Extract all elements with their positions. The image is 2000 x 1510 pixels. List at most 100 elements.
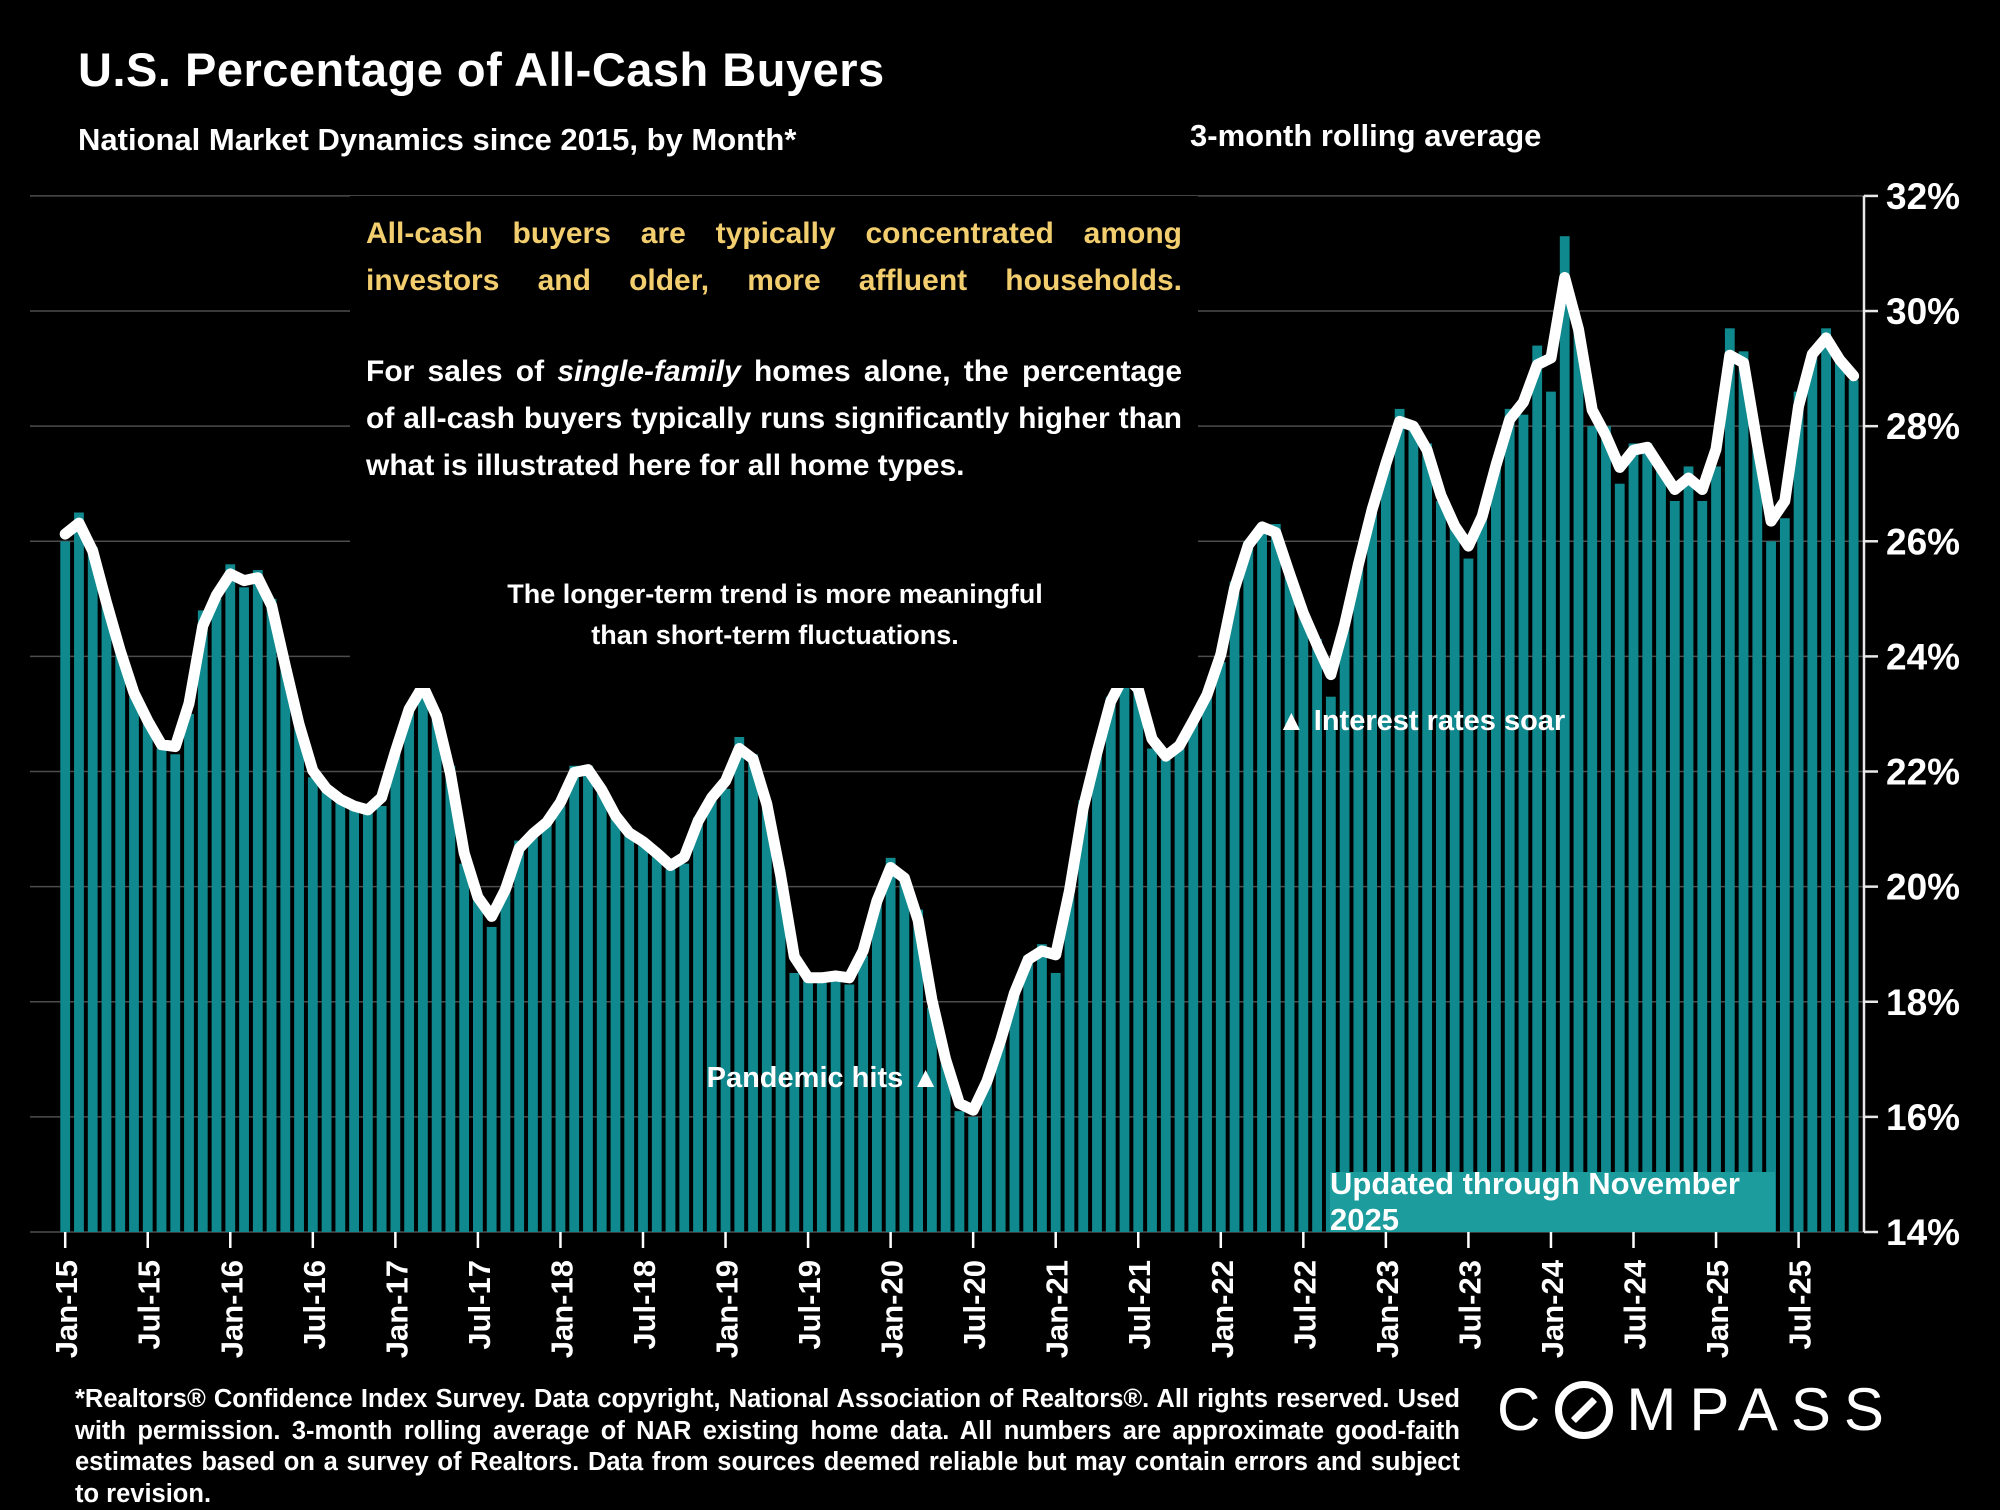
highlight-paragraph: All-cash buyers are typically concentrat… <box>366 217 1182 297</box>
bar-month-98 <box>1408 426 1419 1232</box>
bar-month-13 <box>239 587 249 1232</box>
bar-month-46 <box>693 817 703 1232</box>
bar-month-2 <box>87 547 98 1232</box>
bar-month-100 <box>1436 500 1446 1232</box>
bar-month-77 <box>1119 667 1130 1232</box>
x-tick-label-Jan-15: Jan-15 <box>49 1260 84 1358</box>
bar-month-28 <box>445 765 456 1232</box>
bar-month-37 <box>569 765 580 1232</box>
bar-month-92 <box>1325 696 1336 1232</box>
bar-month-87 <box>1257 524 1267 1232</box>
bar-month-3 <box>101 604 112 1232</box>
x-tick-label-Jul-20: Jul-20 <box>957 1260 992 1350</box>
bar-month-78 <box>1133 679 1144 1232</box>
bar-month-38 <box>583 765 593 1232</box>
y-tick-label: 16% <box>1886 1097 1960 1138</box>
bar-month-58 <box>858 955 869 1232</box>
bar-month-71 <box>1037 944 1047 1232</box>
bar-month-95 <box>1367 506 1378 1232</box>
bar-month-88 <box>1270 524 1281 1232</box>
x-tick-label-Jul-17: Jul-17 <box>462 1260 497 1350</box>
updated-through-badge: Updated through November 2025 <box>1330 1166 1775 1237</box>
page-subtitle: National Market Dynamics since 2015, by … <box>78 122 797 157</box>
bar-month-76 <box>1105 696 1116 1232</box>
bar-month-19 <box>321 788 332 1232</box>
bar-month-119 <box>1697 500 1708 1232</box>
y-tick-label: 20% <box>1886 867 1960 908</box>
bar-month-5 <box>129 696 139 1232</box>
bar-month-48 <box>720 788 731 1232</box>
y-tick-label: 28% <box>1886 406 1960 447</box>
bar-month-4 <box>115 650 126 1232</box>
bar-month-89 <box>1284 575 1295 1232</box>
bar-month-113 <box>1614 483 1625 1233</box>
bar-month-63 <box>926 1007 937 1232</box>
bar-month-118 <box>1683 466 1694 1232</box>
y-tick-label: 26% <box>1886 521 1960 562</box>
bar-month-72 <box>1050 972 1061 1232</box>
x-tick-label-Jul-16: Jul-16 <box>297 1260 332 1350</box>
bar-month-110 <box>1573 328 1584 1233</box>
bar-month-56 <box>830 972 841 1232</box>
bar-month-79 <box>1147 748 1157 1232</box>
bar-month-59 <box>871 898 882 1232</box>
x-tick-label-Jan-19: Jan-19 <box>710 1260 745 1358</box>
bar-month-93 <box>1339 621 1350 1232</box>
bar-month-70 <box>1023 955 1034 1232</box>
bar-month-7 <box>156 748 167 1232</box>
bar-month-117 <box>1669 500 1680 1232</box>
x-tick-label-Jul-23: Jul-23 <box>1452 1260 1487 1350</box>
bar-month-68 <box>995 1042 1006 1232</box>
bar-month-86 <box>1243 541 1254 1232</box>
bar-month-20 <box>335 800 346 1232</box>
x-tick-label-Jul-25: Jul-25 <box>1783 1260 1818 1350</box>
bar-month-106 <box>1518 414 1529 1232</box>
pandemic-annotation: Pandemic hits ▲ <box>706 1062 940 1094</box>
y-tick-label: 30% <box>1886 291 1960 332</box>
bar-month-120 <box>1711 466 1721 1232</box>
bar-month-101 <box>1449 524 1460 1232</box>
bar-month-102 <box>1463 558 1474 1232</box>
bar-month-82 <box>1188 719 1199 1232</box>
x-tick-label-Jul-15: Jul-15 <box>132 1260 167 1350</box>
bar-month-0 <box>60 541 71 1232</box>
bar-month-97 <box>1394 408 1405 1233</box>
y-tick-label: 22% <box>1886 752 1960 793</box>
bar-month-11 <box>211 598 222 1232</box>
trend-note-line2: than short-term fluctuations. <box>591 620 959 650</box>
body-paragraph-prefix: For sales of <box>366 355 558 388</box>
bar-month-61 <box>899 875 910 1232</box>
x-tick-label-Jan-23: Jan-23 <box>1370 1260 1405 1358</box>
body-paragraph-italic: single-family <box>557 355 741 388</box>
x-tick-label-Jul-19: Jul-19 <box>792 1260 827 1350</box>
bar-month-109 <box>1559 236 1570 1232</box>
bar-month-30 <box>473 898 483 1232</box>
bar-month-8 <box>170 754 181 1232</box>
bar-month-84 <box>1215 662 1226 1232</box>
bar-month-1 <box>74 512 84 1232</box>
bar-month-14 <box>252 570 263 1232</box>
interest-rates-annotation: ▲ Interest rates soar <box>1277 705 1566 737</box>
y-tick-label: 18% <box>1886 982 1960 1023</box>
bar-month-90 <box>1298 616 1309 1232</box>
bar-month-53 <box>789 972 800 1232</box>
bar-month-21 <box>349 806 359 1232</box>
x-tick-label-Jul-21: Jul-21 <box>1122 1260 1157 1350</box>
bar-month-105 <box>1504 408 1515 1233</box>
x-tick-label-Jan-25: Jan-25 <box>1700 1260 1735 1358</box>
bar-month-112 <box>1601 426 1611 1232</box>
bar-month-54 <box>803 978 813 1232</box>
bar-month-111 <box>1587 426 1598 1232</box>
bar-month-17 <box>294 725 304 1232</box>
bar-month-108 <box>1546 391 1556 1232</box>
compass-needle-icon <box>1555 1381 1614 1439</box>
bar-month-42 <box>638 840 648 1232</box>
bar-month-85 <box>1229 581 1240 1232</box>
x-tick-label-Jan-24: Jan-24 <box>1535 1259 1570 1358</box>
bar-month-33 <box>514 840 525 1232</box>
bar-month-34 <box>528 834 538 1232</box>
bar-month-115 <box>1642 443 1653 1233</box>
bar-month-74 <box>1078 800 1089 1232</box>
bar-month-125 <box>1779 518 1790 1232</box>
compass-logo-c: C <box>1497 1376 1554 1443</box>
